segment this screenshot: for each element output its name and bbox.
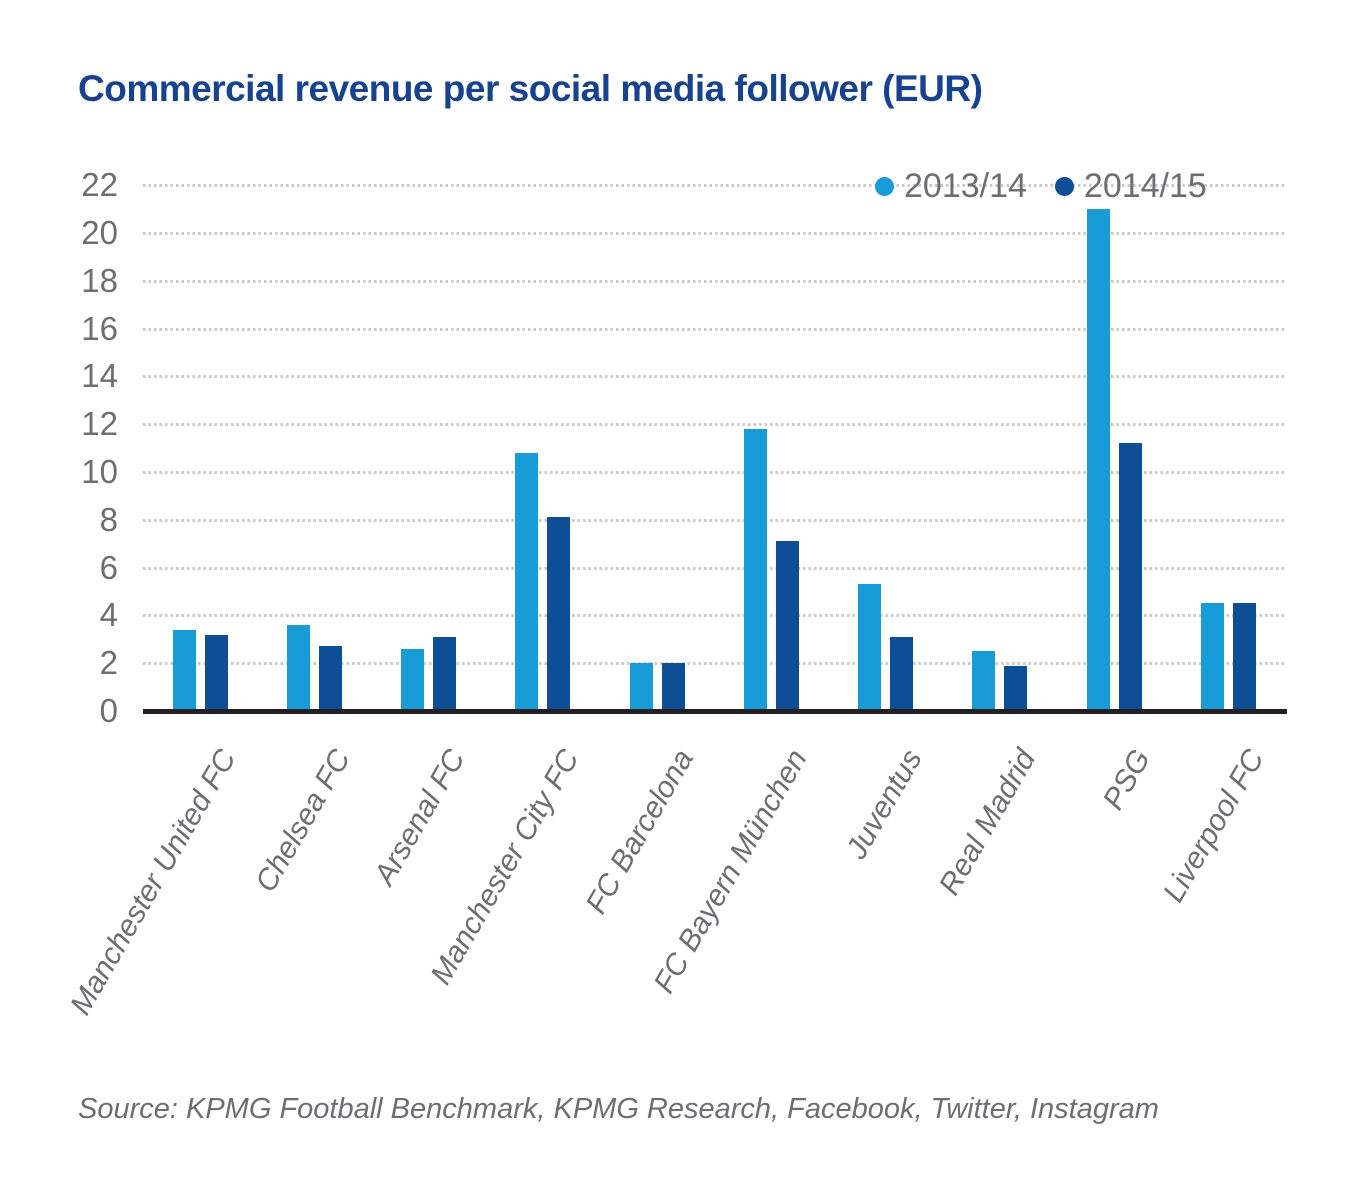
bar-2013-14-chelsea-fc [286,624,310,711]
gridline-10 [143,471,1287,474]
y-tick-14: 14 [81,357,118,395]
chart-title: Commercial revenue per social media foll… [78,68,983,109]
y-tick-12: 12 [81,405,118,443]
bar-2014-15-fc-bayern-m-nchen [775,541,799,711]
x-label-arsenal-fc: Arsenal FC [367,744,472,891]
bar-2013-14-fc-barcelona [629,663,653,711]
bar-2013-14-fc-bayern-m-nchen [743,428,767,711]
bar-2013-14-real-madrid [972,651,996,711]
bar-2014-15-arsenal-fc [433,636,457,711]
gridline-22 [143,184,1287,188]
legend-label-2013-14: 2013/14 [904,167,1027,205]
gridline-20 [143,232,1287,235]
y-tick-18: 18 [81,261,118,299]
x-label-psg: PSG [1096,744,1157,816]
bar-2013-14-juventus [858,584,882,711]
bar-2014-15-manchester-united-fc [204,634,228,711]
gridline-6 [143,566,1287,570]
x-label-fc-barcelona: FC Barcelona [579,744,700,920]
bar-2013-14-arsenal-fc [401,648,425,711]
legend-label-2014-15: 2014/15 [1083,167,1207,205]
bar-2014-15-liverpool-fc [1232,603,1256,711]
bar-2013-14-manchester-united-fc [172,629,196,711]
x-label-real-madrid: Real Madrid [933,744,1043,901]
y-tick-8: 8 [99,500,118,538]
x-label-chelsea-fc: Chelsea FC [249,744,357,898]
bar-2013-14-psg [1086,209,1110,711]
bar-2014-15-real-madrid [1004,665,1028,711]
bar-2014-15-chelsea-fc [318,646,342,711]
source-note: Source: KPMG Football Benchmark, KPMG Re… [78,1093,1159,1125]
x-label-liverpool-fc: Liverpool FC [1157,744,1272,908]
bar-2014-15-juventus [890,636,914,711]
y-tick-22: 22 [81,166,118,204]
x-axis-line [143,709,1287,714]
gridline-12 [143,423,1287,427]
y-tick-16: 16 [81,309,118,347]
gridline-4 [143,614,1287,618]
bar-2014-15-fc-barcelona [661,663,685,711]
y-tick-6: 6 [99,548,118,586]
gridline-16 [143,327,1287,331]
y-tick-10: 10 [81,453,118,490]
x-label-manchester-united-fc: Manchester United FC [63,744,243,1021]
gridline-18 [143,279,1287,283]
x-label-juventus: Juventus [839,744,929,865]
bar-2014-15-psg [1118,443,1142,711]
legend: 2013/14 2014/15 [875,164,1207,208]
bar-2013-14-manchester-city-fc [515,452,539,711]
legend-dot-2014-15-icon [1054,176,1074,196]
y-tick-20: 20 [81,214,118,251]
gridline-14 [143,375,1287,379]
bar-2013-14-liverpool-fc [1200,603,1224,711]
gridline-2 [143,662,1287,666]
legend-dot-2013-14-icon [875,176,894,196]
y-tick-2: 2 [99,644,118,682]
y-tick-0: 0 [99,692,118,729]
y-tick-4: 4 [99,596,118,634]
bar-2014-15-manchester-city-fc [547,517,571,711]
gridline-8 [143,518,1287,522]
